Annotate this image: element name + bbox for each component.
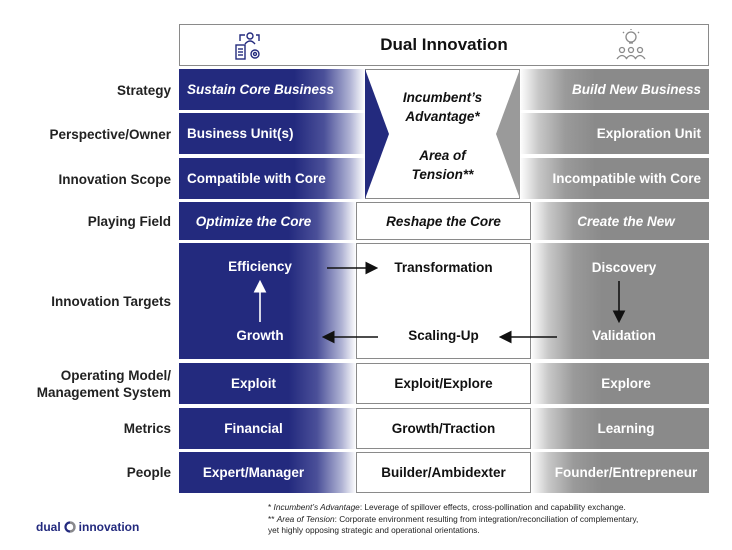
perspective-left-cell: Business Unit(s) [179,113,365,154]
people-right-cell: Founder/Entrepreneur [531,452,709,493]
center-line-2: Advantage* [405,109,480,124]
center-tension-box [365,69,520,199]
metrics-mid-cell: Growth/Traction [356,408,531,449]
targets-right-cell [531,243,709,359]
metrics-right-cell: Learning [531,408,709,449]
row-label-people: People [126,465,171,480]
incumbent-advantage-label: Incumbent’s Advantage* [365,88,520,126]
scope-right-cell: Incompatible with Core [520,158,709,199]
logo-word-dual: dual [36,520,61,534]
row-label-playing-field: Playing Field [87,214,171,229]
row-label-metrics: Metrics [123,421,171,436]
row-label-strategy: Strategy [116,83,171,98]
logo-word-innovation: innovation [78,520,140,534]
row-label-operating-2: Management System [36,385,171,400]
idea-team-icon [616,29,646,60]
footnote-1-text: : Leverage of spillover effects, cross-p… [359,502,626,512]
center-line-3: Area of [419,148,466,163]
title-box: Dual Innovation [179,24,709,66]
area-of-tension-label: Area of Tension** [365,146,520,184]
logo-ring-icon [64,521,76,533]
operating-left-cell: Exploit [179,363,356,404]
business-unit-icon [235,32,260,60]
center-line-4: Tension** [411,167,474,182]
people-left-cell: Expert/Manager [179,452,356,493]
row-label-perspective: Perspective/Owner [49,127,171,142]
people-mid-cell: Builder/Ambidexter [356,452,531,493]
playing-field-mid-cell: Reshape the Core [356,202,531,240]
footnote-1-term: Incumbent’s Advantage [273,502,360,512]
scope-left-cell: Compatible with Core [179,158,365,199]
metrics-left-cell: Financial [179,408,356,449]
dual-innovation-logo: dual innovation [36,520,139,534]
footnote-2-prefix: ** [268,514,277,524]
operating-right-cell: Explore [531,363,709,404]
playing-field-left-cell: Optimize the Core [179,202,356,240]
footnote-2-line2: yet highly opposing strategic and operat… [268,525,480,535]
strategy-left-cell: Sustain Core Business [179,69,365,110]
footnote-1: * Incumbent’s Advantage: Leverage of spi… [268,502,626,513]
footnote-2-text: : Corporate environment resulting from i… [334,514,639,524]
footnote-2: ** Area of Tension: Corporate environmen… [268,514,638,525]
row-label-operating-1: Operating Model/ [60,368,171,383]
discovery-label: Discovery [591,260,657,275]
strategy-right-cell: Build New Business [520,69,709,110]
footnote-2-term: Area of Tension [276,514,335,524]
playing-field-right-cell: Create the New [531,202,709,240]
validation-label: Validation [592,328,656,343]
transformation-label: Transformation [394,260,493,275]
efficiency-label: Efficiency [228,259,292,274]
center-line-1: Incumbent’s [402,90,483,105]
perspective-right-cell: Exploration Unit [520,113,709,154]
page-title: Dual Innovation [380,35,508,54]
footnote-1-prefix: * [268,502,274,512]
row-label-targets: Innovation Targets [51,294,171,309]
scaling-up-label: Scaling-Up [408,328,479,343]
target-flow-arrows [253,261,626,344]
row-label-scope: Innovation Scope [58,172,171,187]
growth-label: Growth [236,328,284,343]
converging-arrows [365,69,520,199]
operating-mid-cell: Exploit/Explore [356,363,531,404]
